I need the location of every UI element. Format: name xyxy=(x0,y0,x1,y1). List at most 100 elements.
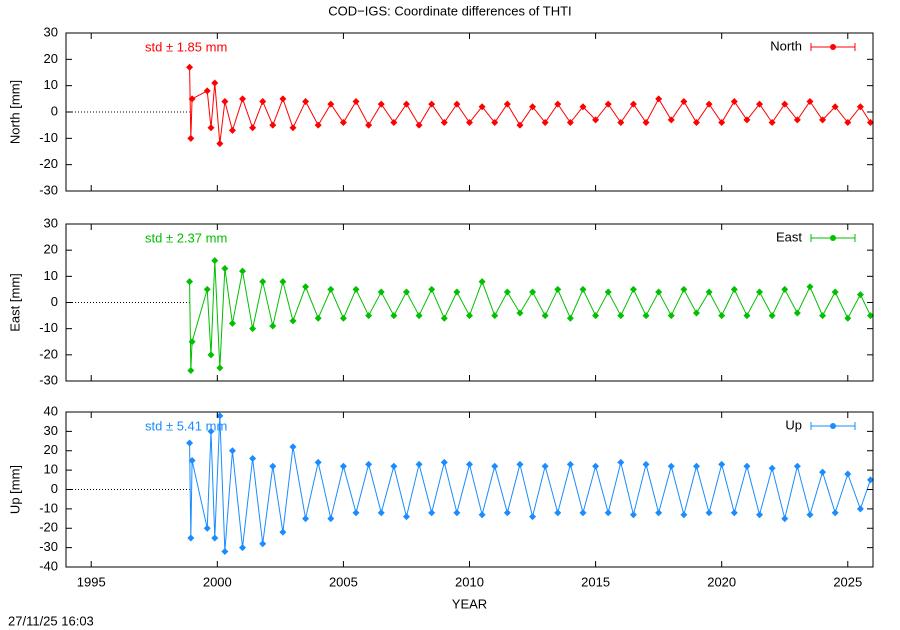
data-point xyxy=(402,513,410,521)
data-point xyxy=(756,511,764,519)
y-tick-label: -10 xyxy=(39,500,58,515)
y-tick-label: 0 xyxy=(51,294,58,309)
y-axis-label: East [mm] xyxy=(7,273,22,332)
data-point xyxy=(680,97,688,105)
data-point xyxy=(705,509,713,517)
std-annotation: std ± 1.85 mm xyxy=(145,39,227,54)
data-point xyxy=(221,264,229,272)
y-tick-label: 10 xyxy=(44,462,58,477)
data-point xyxy=(529,103,537,111)
y-tick-label: 10 xyxy=(44,77,58,92)
data-point xyxy=(279,95,287,103)
y-tick-label: 40 xyxy=(44,403,58,418)
data-point xyxy=(793,309,801,317)
data-point xyxy=(279,528,287,536)
data-point xyxy=(692,309,700,317)
data-point xyxy=(730,509,738,517)
data-point xyxy=(768,464,776,472)
data-point xyxy=(806,97,814,105)
data-point xyxy=(655,288,663,296)
legend-marker xyxy=(830,423,836,429)
y-tick-label: -40 xyxy=(39,558,58,573)
data-point xyxy=(279,278,287,286)
data-point xyxy=(743,312,751,320)
legend-label: North xyxy=(770,38,802,53)
data-point xyxy=(216,140,224,148)
data-point xyxy=(503,288,511,296)
data-point xyxy=(866,312,874,320)
data-point xyxy=(302,97,310,105)
data-point xyxy=(365,121,373,129)
data-point xyxy=(844,314,852,322)
data-point xyxy=(249,325,257,333)
data-point xyxy=(503,509,511,517)
data-point xyxy=(667,312,675,320)
x-tick-label: 2005 xyxy=(329,574,358,589)
data-point xyxy=(541,462,549,470)
data-point xyxy=(314,458,322,466)
y-tick-label: 20 xyxy=(44,51,58,66)
data-point xyxy=(207,351,215,359)
data-point xyxy=(259,540,267,548)
data-point xyxy=(402,288,410,296)
data-point xyxy=(856,103,864,111)
y-tick-label: 20 xyxy=(44,242,58,257)
data-point xyxy=(453,100,461,108)
data-point xyxy=(314,314,322,322)
data-point xyxy=(228,319,236,327)
data-point xyxy=(221,97,229,105)
data-point xyxy=(339,314,347,322)
data-point xyxy=(402,100,410,108)
data-point xyxy=(339,119,347,127)
data-point xyxy=(529,513,537,521)
data-point xyxy=(692,119,700,127)
data-point xyxy=(211,257,219,265)
data-point xyxy=(352,285,360,293)
data-point xyxy=(617,119,625,127)
data-point xyxy=(289,317,297,325)
data-point xyxy=(579,509,587,517)
data-point xyxy=(428,100,436,108)
data-point xyxy=(302,283,310,291)
data-point xyxy=(269,462,277,470)
data-point xyxy=(466,460,473,468)
legend-label: East xyxy=(776,229,802,244)
data-point xyxy=(186,439,194,447)
data-point xyxy=(453,288,461,296)
data-point xyxy=(566,460,574,468)
data-point xyxy=(692,462,700,470)
data-point xyxy=(302,515,310,523)
data-point xyxy=(478,511,486,519)
data-point xyxy=(756,288,764,296)
data-point xyxy=(188,456,196,464)
data-point xyxy=(187,367,195,375)
timestamp: 27/11/25 16:03 xyxy=(8,613,94,628)
data-point xyxy=(554,509,562,517)
data-point xyxy=(667,462,675,470)
data-point xyxy=(186,278,194,286)
plot-frame xyxy=(65,411,874,568)
data-point xyxy=(415,460,423,468)
x-tick-label: 1995 xyxy=(77,574,106,589)
y-tick-label: -20 xyxy=(39,156,58,171)
data-point xyxy=(655,509,663,517)
data-point xyxy=(819,312,827,320)
plot-frame xyxy=(65,223,874,382)
data-point xyxy=(207,124,215,132)
data-point xyxy=(554,285,562,293)
data-point xyxy=(188,95,196,103)
plot-frame xyxy=(65,32,874,192)
data-point xyxy=(655,95,663,103)
data-point xyxy=(440,458,448,466)
data-point xyxy=(856,505,864,513)
data-point xyxy=(831,103,839,111)
data-point xyxy=(203,87,211,95)
y-axis-label: Up [mm] xyxy=(7,465,22,514)
data-point xyxy=(327,285,335,293)
data-point xyxy=(377,288,385,296)
data-point xyxy=(667,116,675,124)
data-point xyxy=(428,509,436,517)
data-point xyxy=(352,509,360,517)
y-tick-label: -30 xyxy=(39,539,58,554)
data-point xyxy=(216,364,224,372)
